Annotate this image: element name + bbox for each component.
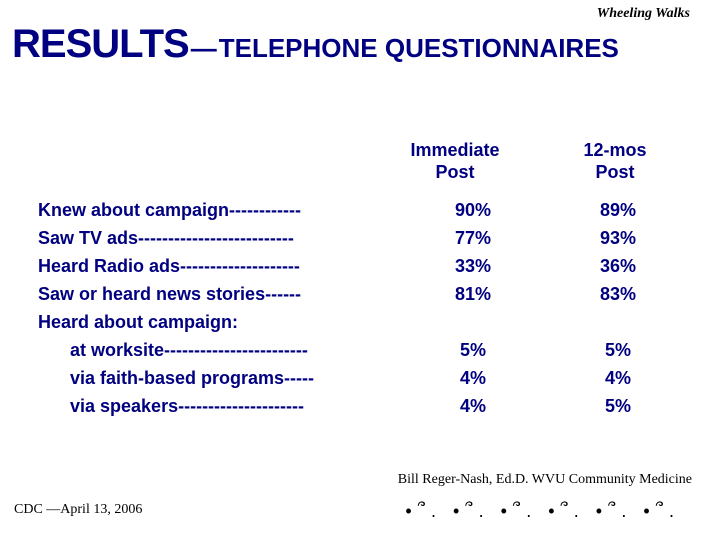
col1-line2: Post (435, 162, 474, 182)
row-value-immediate: 4% (398, 368, 548, 389)
author-credit: Bill Reger-Nash, Ed.D. WVU Community Med… (398, 472, 692, 488)
row-value-immediate: 33% (398, 256, 548, 277)
table-row: Saw TV ads--------------------------77%9… (38, 228, 700, 256)
table-row: via faith-based programs-----4%4% (38, 368, 700, 396)
row-value-12mos: 93% (548, 228, 688, 249)
table-row: Knew about campaign------------90%89% (38, 200, 700, 228)
data-table: Knew about campaign------------90%89%Saw… (38, 200, 700, 424)
row-label: Heard Radio ads-------------------- (38, 256, 398, 277)
col1-line1: Immediate (410, 140, 499, 160)
col2-line2: Post (595, 162, 634, 182)
title-main: RESULTS (12, 22, 189, 67)
title-dash: — (191, 33, 217, 64)
row-label: via speakers--------------------- (38, 396, 398, 417)
row-value-immediate: 4% (398, 396, 548, 417)
row-label: Knew about campaign------------ (38, 200, 398, 221)
col-header-12mos: 12-mos Post (560, 140, 670, 183)
row-value-12mos: 4% (548, 368, 688, 389)
row-label: at worksite------------------------ (38, 340, 398, 361)
row-value-12mos: 5% (548, 340, 688, 361)
row-value-immediate: 77% (398, 228, 548, 249)
row-value-12mos: 36% (548, 256, 688, 277)
brand-label: Wheeling Walks (597, 6, 690, 22)
row-value-immediate: 90% (398, 200, 548, 221)
footer-date: CDC —April 13, 2006 (14, 502, 142, 518)
slide-title: RESULTS — TELEPHONE QUESTIONNAIRES (12, 22, 708, 67)
table-row: via speakers---------------------4%5% (38, 396, 700, 424)
row-label: Heard about campaign: (38, 312, 398, 333)
table-row: Heard about campaign: (38, 312, 700, 340)
row-value-immediate: 5% (398, 340, 548, 361)
row-value-12mos: 83% (548, 284, 688, 305)
row-value-12mos: 89% (548, 200, 688, 221)
col2-line1: 12-mos (583, 140, 646, 160)
row-label: via faith-based programs----- (38, 368, 398, 389)
col-header-immediate: Immediate Post (395, 140, 515, 183)
row-value-immediate: 81% (398, 284, 548, 305)
row-label: Saw or heard news stories------ (38, 284, 398, 305)
row-label: Saw TV ads-------------------------- (38, 228, 398, 249)
table-row: at worksite------------------------5%5% (38, 340, 700, 368)
table-row: Saw or heard news stories------81%83% (38, 284, 700, 312)
table-row: Heard Radio ads--------------------33%36… (38, 256, 700, 284)
row-value-12mos: 5% (548, 396, 688, 417)
title-sub: TELEPHONE QUESTIONNAIRES (219, 33, 619, 64)
footprints-icon: •՞. •՞. •՞. •՞. •՞. •՞. (405, 501, 680, 522)
